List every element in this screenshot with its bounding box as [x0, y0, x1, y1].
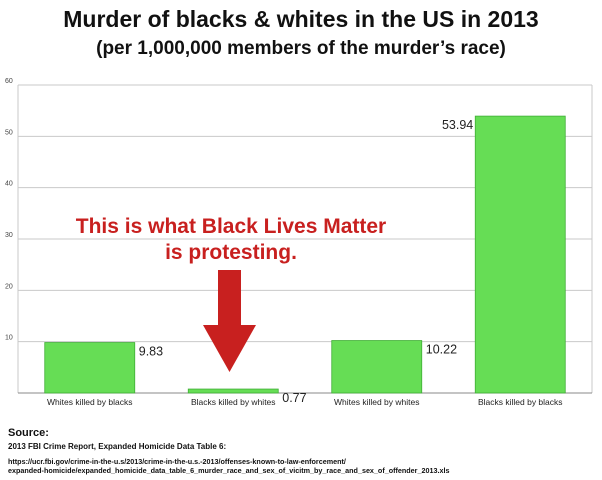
- annotation-line-2: is protesting.: [165, 241, 297, 264]
- source-heading: Source:: [8, 427, 49, 439]
- data-label: 0.77: [282, 391, 306, 405]
- source-url: https://ucr.fbi.gov/crime-in-the-u.s/201…: [8, 457, 598, 475]
- category-labels: Whites killed by blacks Blacks killed by …: [47, 397, 563, 407]
- data-label: 9.83: [139, 345, 163, 359]
- category-label: Whites killed by whites: [334, 397, 420, 407]
- y-tick-label: 50: [5, 129, 13, 136]
- down-arrow-icon: [203, 270, 256, 372]
- y-tick-label: 60: [5, 78, 13, 85]
- chart-title: Murder of blacks & whites in the US in 2…: [63, 6, 539, 32]
- chart-subtitle: (per 1,000,000 members of the murder’s r…: [96, 38, 506, 59]
- bar: [331, 340, 423, 394]
- data-label: 10.22: [426, 343, 457, 357]
- category-label: Blacks killed by whites: [191, 397, 276, 407]
- bars: [44, 115, 566, 394]
- annotation-line-1: This is what Black Lives Matter: [76, 215, 386, 238]
- bar: [44, 342, 136, 394]
- bar: [474, 115, 566, 394]
- data-labels: 9.83 0.77 10.22 53.94: [139, 118, 474, 405]
- y-tick-label: 40: [5, 181, 13, 188]
- source-url-line-2: expanded-homicide/expanded_homicide_data…: [8, 466, 450, 475]
- category-label: Whites killed by blacks: [47, 397, 133, 407]
- category-label: Blacks killed by blacks: [478, 397, 563, 407]
- y-tick-label: 30: [5, 232, 13, 239]
- annotation: This is what Black Lives Matter is prote…: [76, 215, 386, 372]
- data-label: 53.94: [442, 118, 473, 132]
- source-reference: 2013 FBI Crime Report, Expanded Homicide…: [8, 442, 227, 451]
- source-url-line-1: https://ucr.fbi.gov/crime-in-the-u.s/201…: [8, 457, 346, 466]
- y-axis-ticks: 10 20 30 40 50 60: [5, 78, 13, 342]
- y-tick-label: 20: [5, 283, 13, 290]
- bar: [187, 388, 279, 394]
- source-block: Source: 2013 FBI Crime Report, Expanded …: [8, 427, 598, 475]
- y-tick-label: 10: [5, 335, 13, 342]
